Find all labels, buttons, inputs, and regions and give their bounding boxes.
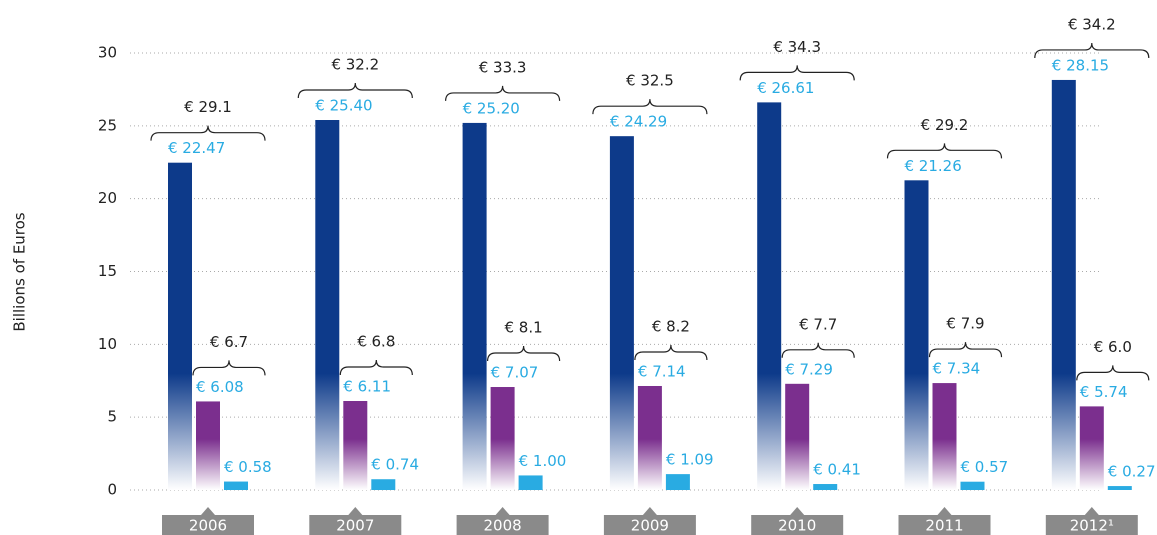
value-label: € 6.11 — [343, 377, 391, 395]
bar — [462, 122, 487, 491]
subtotal-label: € 8.1 — [505, 319, 543, 337]
x-tick-label: 2010 — [778, 517, 816, 535]
x-tick-label: 2007 — [336, 517, 374, 535]
subtotal-label: € 8.2 — [652, 317, 690, 335]
value-label: € 0.57 — [961, 458, 1009, 476]
value-label: € 26.61 — [757, 79, 814, 97]
value-label: € 0.74 — [371, 456, 419, 474]
value-label: € 1.09 — [666, 451, 714, 469]
y-axis-label: Billions of Euros — [11, 212, 29, 331]
category-box — [456, 515, 549, 535]
value-label: € 22.47 — [168, 139, 225, 157]
x-tick-label: 2011 — [925, 517, 963, 535]
subtotal-brace — [339, 359, 413, 376]
value-label: € 21.26 — [905, 157, 962, 175]
x-tick-label: 2006 — [189, 517, 227, 535]
total-brace — [150, 125, 266, 141]
total-brace — [445, 85, 561, 101]
x-tick-label: 2008 — [484, 517, 522, 535]
category-pointer — [348, 507, 363, 515]
subtotal-label: € 7.7 — [799, 315, 837, 333]
total-label: € 34.2 — [1068, 15, 1116, 33]
y-tick-label: 30 — [98, 44, 117, 62]
value-label: € 0.27 — [1108, 463, 1156, 481]
subtotal-brace — [192, 360, 266, 376]
category-pointer — [790, 507, 805, 515]
total-brace — [297, 82, 413, 99]
value-label: € 7.29 — [785, 360, 833, 378]
bar — [490, 387, 515, 490]
value-label: € 7.14 — [638, 362, 686, 380]
category-box — [898, 515, 991, 535]
value-label: € 7.34 — [933, 360, 981, 378]
value-label: € 25.20 — [463, 99, 520, 117]
bar — [224, 481, 248, 490]
total-brace — [886, 143, 1003, 159]
y-tick-label: 10 — [98, 335, 117, 353]
bar — [1079, 406, 1104, 490]
category-box — [309, 515, 402, 535]
bar — [315, 120, 340, 491]
value-label: € 7.07 — [491, 364, 539, 382]
total-label: € 29.1 — [184, 98, 232, 116]
total-label: € 33.3 — [479, 58, 527, 76]
value-label: € 28.15 — [1052, 56, 1109, 74]
bar — [960, 481, 985, 490]
total-label: € 29.2 — [921, 116, 969, 134]
bar — [785, 383, 810, 490]
y-tick-label: 25 — [98, 116, 117, 134]
bar — [813, 484, 838, 490]
value-label: € 6.08 — [196, 378, 244, 396]
bar — [904, 180, 929, 490]
total-label: € 32.5 — [626, 72, 674, 90]
y-tick-label: 0 — [107, 481, 117, 499]
value-label: € 0.58 — [224, 458, 272, 476]
bar — [932, 383, 957, 490]
category-box — [603, 515, 696, 535]
y-tick-label: 5 — [107, 408, 117, 426]
bar — [757, 102, 782, 491]
total-label: € 32.2 — [331, 56, 379, 74]
category-box — [751, 515, 844, 535]
bar — [609, 136, 634, 490]
subtotal-brace — [781, 342, 855, 358]
category-box — [162, 515, 254, 535]
subtotal-brace — [634, 344, 708, 361]
subtotal-brace — [1076, 365, 1150, 381]
subtotal-brace — [928, 342, 1003, 358]
subtotal-label: € 7.9 — [946, 315, 984, 333]
bar — [637, 385, 662, 490]
category-pointer — [201, 507, 215, 515]
category-pointer — [937, 507, 952, 515]
bar — [518, 475, 543, 490]
value-label: € 1.00 — [519, 452, 567, 470]
category-pointer — [1084, 507, 1099, 515]
bar — [343, 400, 368, 490]
bar — [1051, 79, 1076, 490]
subtotal-label: € 6.8 — [357, 332, 395, 350]
bar — [371, 479, 396, 490]
total-brace — [739, 65, 855, 81]
value-label: € 25.40 — [315, 97, 372, 115]
subtotal-label: € 6.0 — [1094, 338, 1132, 356]
category-pointer — [495, 507, 510, 515]
total-brace — [592, 99, 708, 115]
total-label: € 34.3 — [773, 38, 821, 56]
bar — [665, 474, 690, 490]
y-tick-label: 20 — [98, 189, 117, 207]
value-label: € 24.29 — [610, 113, 667, 131]
value-label: € 5.74 — [1080, 383, 1128, 401]
x-tick-label: 2012¹ — [1070, 517, 1114, 535]
value-label: € 0.41 — [813, 461, 861, 479]
category-box — [1045, 515, 1138, 535]
subtotal-brace — [487, 345, 561, 362]
x-tick-label: 2009 — [631, 517, 669, 535]
y-tick-label: 15 — [98, 262, 117, 280]
bar — [168, 162, 192, 490]
bar — [196, 401, 220, 490]
category-pointer — [642, 507, 657, 515]
bar — [1107, 486, 1132, 490]
subtotal-label: € 6.7 — [210, 333, 248, 351]
